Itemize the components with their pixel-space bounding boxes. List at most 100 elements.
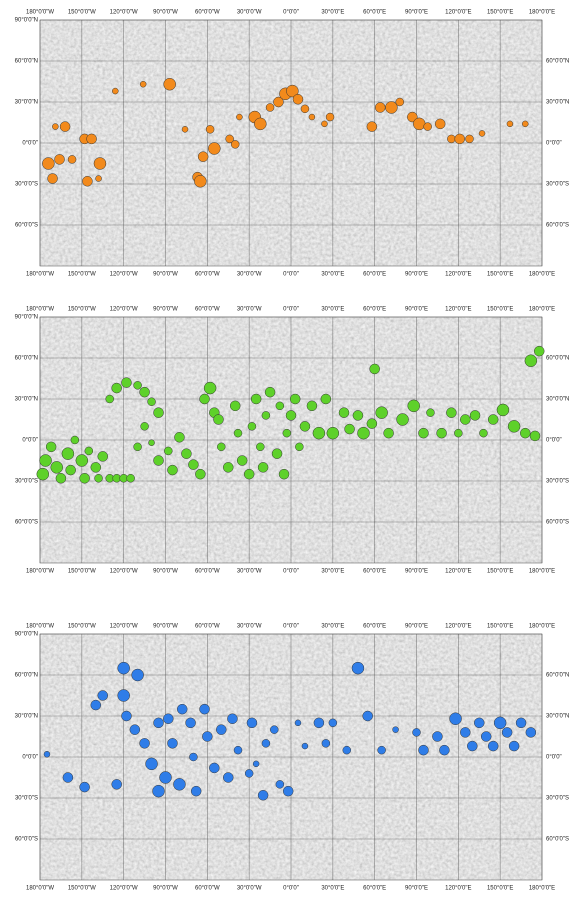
- x-tick-label: 90°0'0"W: [153, 307, 178, 313]
- site-marker: [80, 473, 90, 483]
- y-tick-label: 60°0'0"S: [15, 223, 38, 229]
- site-marker: [154, 408, 164, 418]
- site-marker: [307, 401, 317, 411]
- y-tick-label: 60°0'0"S: [546, 837, 569, 843]
- site-marker: [182, 126, 188, 132]
- maps: 180°0'0"W180°0'0"W150°0'0"W150°0'0"W120°…: [0, 0, 575, 902]
- site-marker: [262, 411, 270, 419]
- x-tick-label: 90°0'0"E: [405, 886, 428, 892]
- site-marker: [525, 355, 537, 367]
- site-marker: [231, 140, 239, 148]
- x-tick-label: 120°0'0"W: [110, 272, 138, 278]
- site-marker: [82, 176, 92, 186]
- site-marker: [153, 785, 165, 797]
- site-marker: [91, 700, 101, 710]
- x-tick-label: 30°0'0"E: [321, 886, 344, 892]
- site-marker: [526, 727, 536, 737]
- site-marker: [432, 732, 442, 742]
- x-tick-label: 180°0'0"E: [529, 272, 555, 278]
- site-marker: [234, 746, 242, 754]
- site-marker: [227, 714, 237, 724]
- y-tick-label: 60°0'0"S: [15, 520, 38, 526]
- site-marker: [163, 714, 173, 724]
- site-marker: [85, 447, 93, 455]
- x-tick-label: 150°0'0"W: [68, 307, 96, 313]
- site-marker: [454, 429, 462, 437]
- y-tick-label: 30°0'0"N: [15, 397, 38, 403]
- site-marker: [481, 732, 491, 742]
- x-tick-label: 120°0'0"W: [110, 624, 138, 630]
- y-tick-label: 90°0'0"N: [15, 315, 38, 321]
- x-tick-label: 90°0'0"W: [153, 569, 178, 575]
- site-marker: [37, 468, 49, 480]
- site-marker: [127, 474, 135, 482]
- site-marker: [154, 718, 164, 728]
- site-marker: [55, 154, 65, 164]
- site-marker: [200, 704, 210, 714]
- site-marker: [367, 122, 377, 132]
- site-marker: [46, 442, 56, 452]
- site-marker: [290, 394, 300, 404]
- y-tick-label: 30°0'0"N: [546, 100, 569, 106]
- site-marker: [106, 395, 114, 403]
- site-marker: [63, 773, 73, 783]
- site-marker: [200, 394, 210, 404]
- site-marker: [301, 105, 309, 113]
- site-marker: [258, 790, 268, 800]
- y-tick-label: 30°0'0"S: [546, 182, 569, 188]
- y-tick-label: 30°0'0"S: [546, 479, 569, 485]
- x-tick-label: 180°0'0"E: [529, 569, 555, 575]
- site-marker: [209, 763, 219, 773]
- x-tick-label: 30°0'0"W: [237, 307, 262, 313]
- site-marker: [286, 410, 296, 420]
- site-marker: [439, 745, 449, 755]
- x-tick-label: 120°0'0"E: [445, 10, 471, 16]
- site-marker: [112, 88, 118, 94]
- site-marker: [283, 429, 291, 437]
- y-tick-label: 0°0'0": [22, 438, 38, 444]
- x-tick-label: 120°0'0"E: [445, 307, 471, 313]
- site-marker: [327, 427, 339, 439]
- site-marker: [397, 414, 409, 426]
- site-marker: [146, 758, 158, 770]
- y-tick-label: 90°0'0"N: [15, 632, 38, 638]
- site-marker: [140, 738, 150, 748]
- site-marker: [270, 726, 278, 734]
- x-tick-label: 150°0'0"W: [68, 624, 96, 630]
- site-marker: [40, 455, 52, 467]
- x-tick-label: 0°0'0": [283, 10, 299, 16]
- site-marker: [213, 415, 223, 425]
- site-marker: [251, 394, 261, 404]
- site-marker: [121, 711, 131, 721]
- x-tick-label: 120°0'0"E: [445, 886, 471, 892]
- site-marker: [154, 456, 164, 466]
- site-marker: [353, 410, 363, 420]
- x-tick-label: 120°0'0"E: [445, 624, 471, 630]
- site-marker: [237, 456, 247, 466]
- site-marker: [195, 469, 205, 479]
- x-tick-label: 0°0'0": [283, 569, 299, 575]
- site-marker: [494, 717, 506, 729]
- site-marker: [98, 691, 108, 701]
- site-marker: [345, 424, 355, 434]
- x-tick-label: 150°0'0"E: [487, 624, 513, 630]
- x-tick-label: 30°0'0"W: [237, 272, 262, 278]
- site-marker: [435, 119, 445, 129]
- x-tick-label: 60°0'0"E: [363, 624, 386, 630]
- x-tick-label: 180°0'0"E: [529, 886, 555, 892]
- site-marker: [52, 124, 58, 130]
- site-marker: [91, 462, 101, 472]
- x-tick-label: 90°0'0"E: [405, 307, 428, 313]
- site-marker: [375, 102, 385, 112]
- site-marker: [247, 718, 257, 728]
- x-tick-label: 180°0'0"E: [529, 10, 555, 16]
- x-tick-label: 0°0'0": [283, 307, 299, 313]
- site-marker: [188, 460, 198, 470]
- x-tick-label: 0°0'0": [283, 624, 299, 630]
- site-marker: [413, 728, 421, 736]
- site-marker: [134, 381, 142, 389]
- x-tick-label: 90°0'0"W: [153, 624, 178, 630]
- x-tick-label: 180°0'0"E: [529, 307, 555, 313]
- site-marker: [272, 449, 282, 459]
- site-marker: [455, 134, 465, 144]
